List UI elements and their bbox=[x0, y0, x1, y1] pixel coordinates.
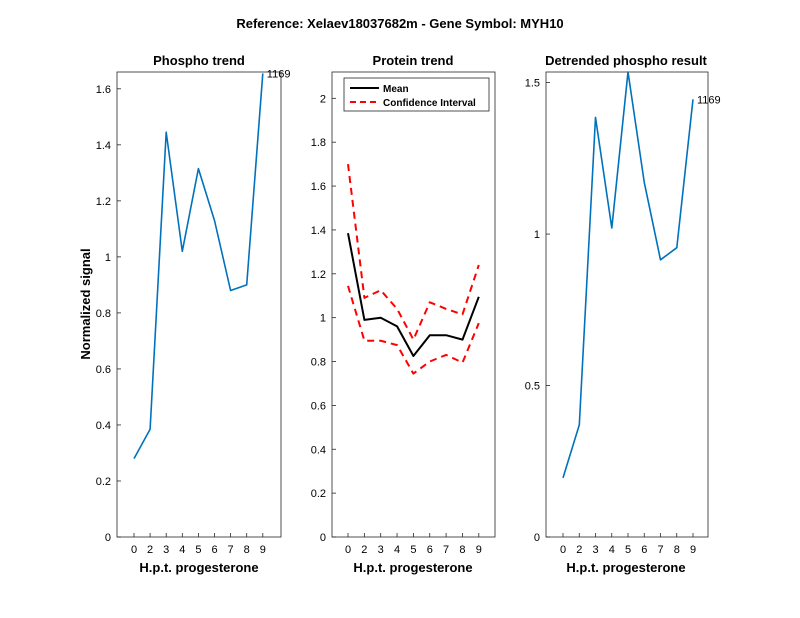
y-tick-label: 0.6 bbox=[311, 400, 326, 412]
y-tick-label: 1.2 bbox=[96, 196, 111, 208]
x-tick-label: 4 bbox=[394, 544, 400, 556]
x-tick-label: 7 bbox=[657, 544, 663, 556]
x-tick-label: 4 bbox=[179, 544, 185, 556]
x-axis-label-phospho: H.p.t. progesterone bbox=[139, 560, 258, 575]
figure-title: Reference: Xelaev18037682m - Gene Symbol… bbox=[236, 16, 563, 31]
y-tick-label: 0.2 bbox=[311, 488, 326, 500]
chart-title-phospho: Phospho trend bbox=[153, 53, 245, 68]
series-line-ci bbox=[347, 163, 480, 341]
series-phospho bbox=[133, 73, 264, 459]
y-tick-label: 1.5 bbox=[525, 78, 540, 90]
x-tick-label: 0 bbox=[131, 544, 137, 556]
y-tick-label: 1.2 bbox=[311, 269, 326, 281]
x-tick-label: 8 bbox=[244, 544, 250, 556]
x-tick-label: 6 bbox=[211, 544, 217, 556]
x-tick-label: 2 bbox=[576, 544, 582, 556]
x-tick-label: 4 bbox=[609, 544, 615, 556]
legend-box bbox=[343, 77, 490, 112]
x-tick-label: 8 bbox=[459, 544, 465, 556]
y-tick-label: 1.6 bbox=[311, 181, 326, 193]
x-tick-label: 3 bbox=[378, 544, 384, 556]
x-tick-label: 5 bbox=[625, 544, 631, 556]
legend-label-ci: Confidence Interval bbox=[383, 98, 476, 109]
series-line-signal bbox=[133, 73, 264, 459]
y-tick-label: 1 bbox=[534, 229, 540, 241]
x-axis-label-detrended: H.p.t. progesterone bbox=[566, 560, 685, 575]
panel-phospho-trend: Phospho trend 00.20.40.60.811.21.41.60 2 3… bbox=[78, 53, 290, 575]
x-tick-label: 9 bbox=[690, 544, 696, 556]
y-axis-label-phospho: Normalized signal bbox=[78, 248, 93, 359]
ticks-protein: 00.20.40.60.811.21.41.61.820 2 3 4 5 6 7 8 9 bbox=[311, 93, 482, 556]
series-detrended bbox=[562, 71, 694, 479]
x-tick-label: 8 bbox=[674, 544, 680, 556]
y-tick-label: 0.4 bbox=[96, 420, 111, 432]
x-tick-label: 6 bbox=[641, 544, 647, 556]
x-tick-label: 5 bbox=[410, 544, 416, 556]
y-tick-label: 2 bbox=[320, 93, 326, 105]
ticks-phospho: 00.20.40.60.811.21.41.60 2 3 4 5 6 7 8 9 bbox=[96, 84, 266, 556]
series-line-mean bbox=[347, 233, 480, 357]
y-tick-label: 0 bbox=[320, 532, 326, 544]
chart-title-protein: Protein trend bbox=[373, 53, 454, 68]
y-tick-label: 1.4 bbox=[311, 225, 326, 237]
series-protein bbox=[347, 163, 480, 375]
y-tick-label: 1.6 bbox=[96, 84, 111, 96]
ticks-detrended: 00.511.50 2 3 4 5 6 7 8 9 bbox=[525, 78, 696, 556]
axes-box-protein bbox=[331, 71, 496, 538]
y-tick-label: 0.5 bbox=[525, 381, 540, 393]
x-tick-label: 5 bbox=[195, 544, 201, 556]
axes-box-detrended bbox=[545, 71, 709, 538]
x-tick-label: 6 bbox=[427, 544, 433, 556]
y-tick-label: 0 bbox=[534, 532, 540, 544]
x-tick-label: 0 bbox=[560, 544, 566, 556]
x-tick-label: 2 bbox=[361, 544, 367, 556]
y-tick-label: 0.2 bbox=[96, 476, 111, 488]
x-tick-label: 9 bbox=[476, 544, 482, 556]
y-tick-label: 1.4 bbox=[96, 140, 111, 152]
series-line-ci bbox=[347, 285, 480, 375]
y-tick-label: 0 bbox=[105, 532, 111, 544]
panel-detrended-phospho: Detrended phospho result 00.511.50 2 3 4 5 6 7… bbox=[525, 53, 721, 575]
x-tick-label: 9 bbox=[260, 544, 266, 556]
panel-protein-trend: Protein trend 0 0.2 0.4 0.6 0.8 1 1.2 1.4 1.6 1.8… bbox=[311, 53, 496, 575]
axes-box-phospho bbox=[116, 71, 282, 538]
y-tick-label: 0.4 bbox=[311, 444, 326, 456]
y-tick-label: 1 bbox=[105, 252, 111, 264]
annotation-detrended: 1169 bbox=[697, 94, 721, 106]
x-tick-label: 3 bbox=[592, 544, 598, 556]
x-tick-label: 2 bbox=[147, 544, 153, 556]
annotation-phospho: 1169 bbox=[267, 68, 291, 80]
x-axis-label-protein: H.p.t. progesterone bbox=[353, 560, 472, 575]
x-tick-label: 7 bbox=[228, 544, 234, 556]
series-line-signal bbox=[562, 71, 694, 479]
y-tick-label: 0.6 bbox=[96, 364, 111, 376]
chart-title-detrended: Detrended phospho result bbox=[545, 53, 707, 68]
x-tick-label: 7 bbox=[443, 544, 449, 556]
legend-label-mean: Mean bbox=[383, 84, 409, 95]
y-tick-label: 0.8 bbox=[96, 308, 111, 320]
y-tick-label: 0.8 bbox=[311, 357, 326, 369]
y-tick-label: 1 bbox=[320, 313, 326, 325]
x-tick-label: 0 bbox=[345, 544, 351, 556]
x-tick-label: 3 bbox=[163, 544, 169, 556]
legend-protein: Mean Confidence Interval bbox=[343, 77, 490, 112]
y-tick-label: 1.8 bbox=[311, 137, 326, 149]
